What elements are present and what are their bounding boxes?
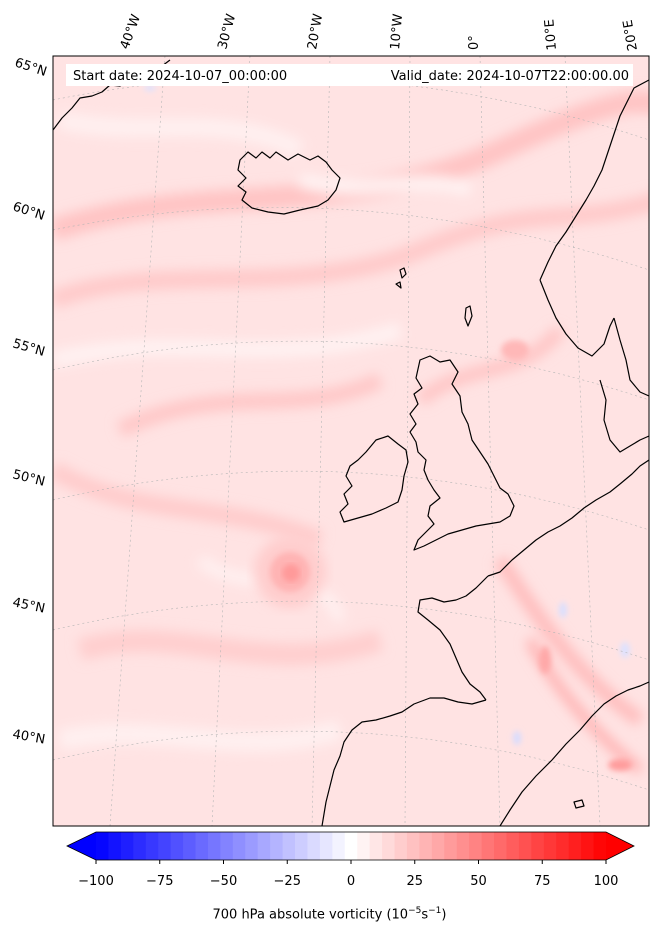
colorbar-cell [419,832,433,860]
sweden-denmark-coast [599,317,649,453]
lat-label-65n: 65°N [13,56,49,80]
colorbar-cell [282,832,296,860]
colorbar-cell [581,832,595,860]
colorbar-cell [270,832,284,860]
colorbar-cell [96,832,110,860]
mediterranean-coast [499,681,649,826]
colorbar-cell [568,832,582,860]
lon-label-20e: 20°E [621,19,641,52]
lat-label-45n: 45°N [11,595,46,616]
colorbar-cell [456,832,470,860]
colorbar-tick-label: −50 [210,874,237,889]
colorbar-cell [369,832,383,860]
colorbar-cell [344,832,358,860]
ireland-coast [339,435,409,523]
colorbar-cell [220,832,234,860]
colorbar-cell [245,832,259,860]
colorbar-cell [145,832,159,860]
france-coast [417,575,489,701]
lon-label-0: 0° [467,35,482,50]
colorbar-cell [108,832,122,860]
colorbar-tick-label: −100 [78,874,114,889]
colorbar-cell [183,832,197,860]
lat-label-40n: 40°N [11,727,46,747]
colorbar-tick-label: −25 [274,874,301,889]
colorbar-label-main: 700 hPa absolute vorticity (10 [212,907,409,923]
lon-label-20w: 20°W [305,13,326,51]
lon-label-10e: 10°E [542,19,560,51]
colorbar-cell [120,832,134,860]
lon-label-40w: 40°W [118,12,144,51]
coastlines [53,59,649,826]
longitude-labels: 40°W 30°W 20°W 10°W 0° 10°E 20°E [118,12,641,52]
lat-label-50n: 50°N [11,467,46,489]
colorbar-cell [382,832,396,860]
colorbar-cell [593,832,607,860]
start-date-text: Start date: 2024-10-07_00:00:00 [73,69,287,84]
colorbar-label-end: ) [441,907,447,923]
colorbar-cell [257,832,271,860]
colorbar-cell [394,832,408,860]
colorbar-cell [207,832,221,860]
map-panel [53,56,649,826]
colorbar-cell [133,832,147,860]
colorbar-ticks: −100 −75 −50 −25 0 25 50 75 100 [78,860,618,889]
cyclone-vortex [254,536,326,608]
colorbar-cell [431,832,445,860]
colorbar-tick-label: 50 [470,874,487,889]
colorbar-tick-label: −75 [146,874,173,889]
colorbar-cell [543,832,557,860]
iceland-coast [237,151,341,215]
lon-label-10w: 10°W [388,13,406,50]
colorbar-cell [481,832,495,860]
colorbar-tick-label: 100 [594,874,619,889]
colorbar-label-exp2: −1 [428,906,442,916]
colorbar-cells [67,832,634,860]
colorbar-cell [494,832,508,860]
map-frame [52,55,650,827]
colorbar-cell [195,832,209,860]
colorbar-label-mid: s [421,907,429,923]
colorbar-cell [506,832,520,860]
colorbar-cell [357,832,371,860]
colorbar-cell [158,832,172,860]
header-box [66,64,633,86]
colorbar-label: 700 hPa absolute vorticity (10−5s−1) [0,906,659,922]
colorbar-cell [469,832,483,860]
lon-label-30w: 30°W [215,12,239,51]
vorticity-field-background [53,56,649,826]
colorbar-cell [319,832,333,860]
colorbar-tick-label: 0 [347,874,355,889]
great-britain-coast [409,355,515,551]
graticule [53,56,649,826]
colorbar-cell [444,832,458,860]
latitude-labels: 65°N 60°N 55°N 50°N 45°N 40°N [11,56,49,748]
colorbar-cell [332,832,346,860]
colorbar-cell [307,832,321,860]
colorbar-cell [556,832,570,860]
valid-date-text: Valid_date: 2024-10-07T22:00:00.00 [391,69,629,84]
faroe-islands [395,267,407,289]
colorbar-cell [170,832,184,860]
norway-coast [539,79,649,357]
colorbar-cell [531,832,545,860]
shetland-islands [464,305,473,327]
colorbar: −100 −75 −50 −25 0 25 50 75 100 [66,831,635,889]
colorbar-tick-label: 75 [534,874,551,889]
colorbar-cell [406,832,421,860]
colorbar-tick-label: 25 [406,874,423,889]
lat-label-60n: 60°N [11,200,47,224]
vorticity-hotspots [144,85,632,771]
iberia-coast [321,697,487,826]
lat-label-55n: 55°N [11,336,47,359]
colorbar-extend-high [606,832,634,860]
colorbar-label-exp1: −5 [408,906,422,916]
colorbar-cell [295,832,309,860]
colorbar-cell [518,832,532,860]
colorbar-cell [232,832,246,860]
colorbar-extend-low [67,832,96,860]
mallorca-island [573,799,585,809]
continent-north-coast [487,459,649,577]
